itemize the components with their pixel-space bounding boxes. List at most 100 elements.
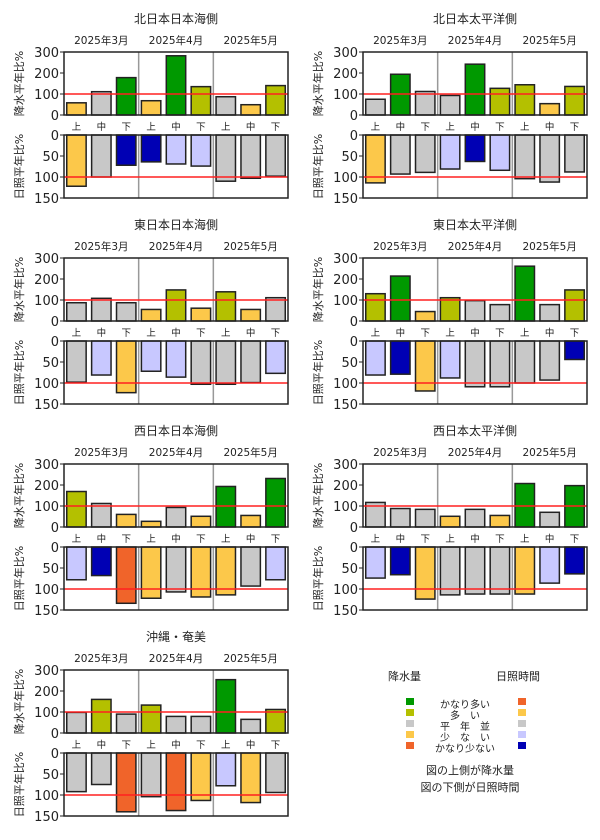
sunshine-tick-label: 50 xyxy=(42,150,59,165)
precip-tick-label: 200 xyxy=(34,479,59,494)
precip-ylabel: 降水平年比% xyxy=(311,463,325,528)
category-label: 上 xyxy=(520,122,530,133)
precip-tick-label: 200 xyxy=(333,273,358,288)
category-label: 下 xyxy=(570,328,580,339)
sunshine-tick-label: 150 xyxy=(34,604,59,619)
sunshine-bar xyxy=(414,134,436,174)
category-label: 中 xyxy=(97,327,107,339)
category-label: 下 xyxy=(271,122,281,133)
sunshine-bar xyxy=(464,546,486,595)
precip-bar xyxy=(464,63,486,116)
precip-plot-frame xyxy=(63,257,289,322)
sunshine-tick-label: 150 xyxy=(333,398,358,413)
month-label: 2025年3月 xyxy=(373,34,427,47)
precip-plot-frame xyxy=(362,463,588,528)
sunshine-bar xyxy=(115,546,137,605)
category-label: 上 xyxy=(146,328,156,339)
precip-tick-label: 300 xyxy=(333,252,358,267)
sunshine-tick-label: 50 xyxy=(341,356,358,371)
precip-bar xyxy=(414,90,436,116)
sunshine-bar xyxy=(65,546,87,581)
precip-bar xyxy=(389,507,411,528)
category-label: 中 xyxy=(396,533,406,545)
precip-bar xyxy=(65,490,87,528)
month-label: 2025年4月 xyxy=(448,240,502,253)
precip-tick-label: 300 xyxy=(333,458,358,473)
precip-tick-label: 0 xyxy=(51,727,59,742)
category-label: 下 xyxy=(495,328,505,339)
precip-bar xyxy=(90,698,112,734)
sunshine-bar xyxy=(140,340,162,372)
sunshine-tick-label: 150 xyxy=(333,192,358,207)
sunshine-bar xyxy=(265,546,287,581)
precip-bar xyxy=(364,292,386,322)
sunshine-bar xyxy=(389,546,411,576)
precip-bar xyxy=(414,508,436,528)
category-label: 上 xyxy=(72,122,82,133)
chart-title: 沖縄・奄美 xyxy=(146,629,206,644)
month-label: 2025年5月 xyxy=(522,446,576,459)
precip-ylabel: 降水平年比% xyxy=(12,51,26,116)
sunshine-ylabel: 日照平年比% xyxy=(311,134,325,199)
precip-tick-label: 100 xyxy=(34,294,59,309)
sunshine-bar xyxy=(115,340,137,394)
category-label: 上 xyxy=(445,122,455,133)
month-label: 2025年3月 xyxy=(74,446,128,459)
category-label: 上 xyxy=(221,534,231,545)
sunshine-tick-label: 150 xyxy=(34,192,59,207)
category-label: 中 xyxy=(171,739,181,751)
sunshine-bar xyxy=(115,134,137,166)
precip-bar xyxy=(240,308,262,322)
category-label: 下 xyxy=(570,534,580,545)
sunshine-bar xyxy=(364,340,386,376)
sunshine-bar xyxy=(514,134,536,180)
precip-ylabel: 降水平年比% xyxy=(12,463,26,528)
precip-plot-frame xyxy=(63,669,289,734)
precip-bar xyxy=(414,310,436,322)
precip-bar xyxy=(115,301,137,322)
sunshine-ylabel: 日照平年比% xyxy=(12,134,26,199)
precip-plot-frame xyxy=(63,463,289,528)
precip-bar xyxy=(464,299,486,322)
month-label: 2025年4月 xyxy=(448,34,502,47)
sunshine-tick-label: 100 xyxy=(34,583,59,598)
precip-bar xyxy=(190,85,212,116)
sunshine-tick-label: 100 xyxy=(333,377,358,392)
precip-tick-label: 200 xyxy=(34,67,59,82)
sunshine-ylabel: 日照平年比% xyxy=(12,340,26,405)
precip-plot-frame xyxy=(362,257,588,322)
category-label: 中 xyxy=(246,327,256,339)
sunshine-bar xyxy=(90,340,112,376)
category-label: 下 xyxy=(420,328,430,339)
category-label: 中 xyxy=(246,533,256,545)
category-label: 上 xyxy=(72,328,82,339)
category-label: 下 xyxy=(121,740,131,751)
month-label: 2025年3月 xyxy=(373,446,427,459)
sunshine-bar xyxy=(389,340,411,375)
legend-label-normal: 平 年 並 xyxy=(440,722,490,733)
precip-tick-label: 100 xyxy=(333,88,358,103)
precip-ylabel: 降水平年比% xyxy=(12,257,26,322)
legend-row-low: 少 な い xyxy=(380,729,560,744)
chart-title: 北日本太平洋側 xyxy=(433,11,517,26)
month-label: 2025年5月 xyxy=(223,240,277,253)
month-label: 2025年5月 xyxy=(223,34,277,47)
precip-bar xyxy=(439,515,461,528)
precip-tick-label: 100 xyxy=(333,500,358,515)
category-label: 上 xyxy=(146,534,156,545)
month-label: 2025年5月 xyxy=(522,240,576,253)
sunshine-bar xyxy=(140,752,162,798)
month-label: 2025年5月 xyxy=(223,652,277,665)
precip-bar xyxy=(140,520,162,528)
precip-bar xyxy=(489,514,511,528)
sunshine-bar xyxy=(165,752,187,812)
category-label: 上 xyxy=(520,328,530,339)
precip-plot-frame xyxy=(362,51,588,116)
sunshine-tick-label: 100 xyxy=(333,171,358,186)
category-label: 上 xyxy=(221,122,231,133)
precip-bar xyxy=(115,513,137,528)
legend-note-upper: 図の上側が降水量 xyxy=(426,764,514,777)
sunshine-bar xyxy=(90,134,112,178)
